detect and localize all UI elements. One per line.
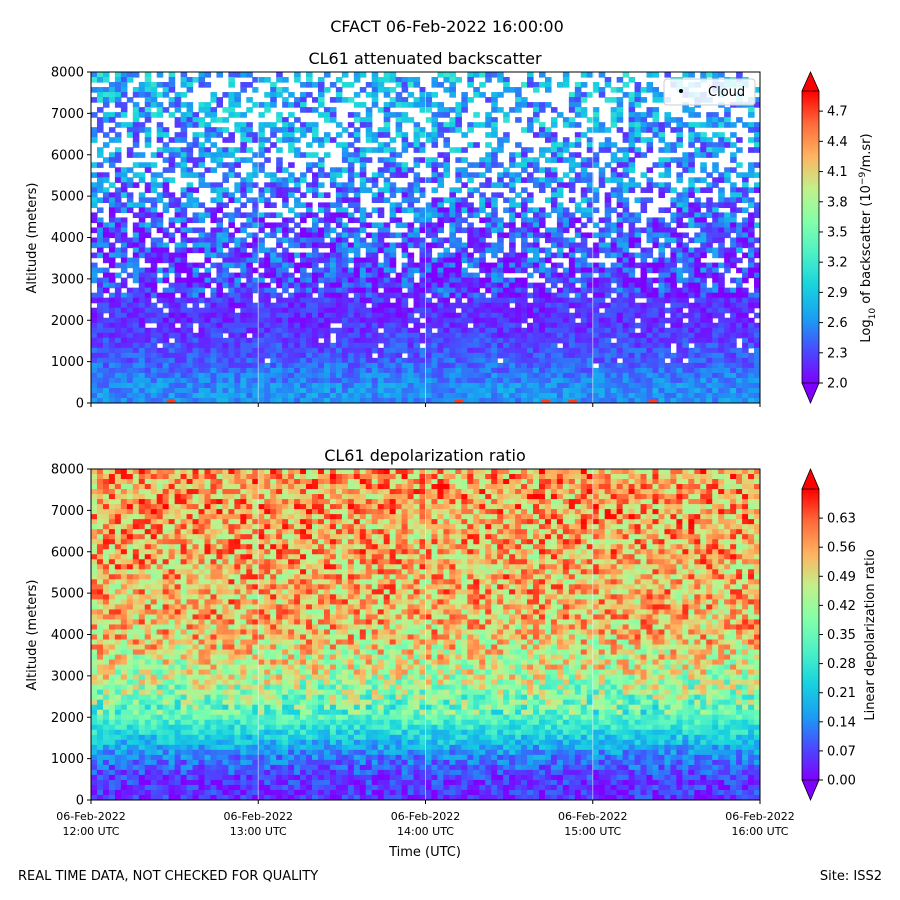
y-tick-label: 4000	[51, 628, 84, 643]
colorbar2-extend-max	[801, 467, 820, 490]
y-tick-label: 6000	[51, 545, 84, 560]
colorbar-tick-label: 0.14	[827, 715, 856, 730]
y-tick-label: 5000	[51, 587, 84, 602]
colorbar-tick-label: 0.07	[827, 744, 856, 759]
y-tick-label: 5000	[51, 190, 84, 205]
y-tick-label: 2000	[51, 314, 84, 329]
panel2-title: CL61 depolarization ratio	[324, 446, 526, 465]
colorbar2-ticks: 0.00 0.07 0.14 0.21 0.28 0.35 0.42 0.49 0.56 0.63	[819, 512, 856, 789]
x-tick-label-date: 06-Feb-2022	[224, 810, 293, 823]
colorbar2-extend-min	[801, 779, 820, 802]
cloud-marker	[647, 399, 658, 403]
y-tick-label: 6000	[51, 148, 84, 163]
colorbar-tick-label: 2.0	[827, 377, 848, 392]
cloud-marker	[540, 399, 551, 403]
colorbar1-ticks: 2.0 2.3 2.6 2.9 3.2 3.5 3.8 4.1 4.4 4.7	[819, 105, 848, 392]
y-tick-label: 2000	[51, 711, 84, 726]
colorbar1-extend-max	[801, 71, 820, 92]
legend-cloud-marker	[679, 89, 683, 93]
panel2-gridlines	[257, 469, 594, 800]
legend-box	[663, 78, 756, 106]
colorbar1-extend-min	[801, 382, 820, 405]
colorbar1-body	[802, 91, 819, 383]
panel1-heatmap	[91, 72, 760, 403]
x-tick-label-time: 15:00 UTC	[564, 825, 621, 838]
panel1-legend: Cloud	[663, 78, 756, 106]
y-tick-label: 7000	[51, 504, 84, 519]
panel1-x-axis	[90, 403, 761, 407]
colorbar-tick-label: 4.7	[827, 105, 848, 120]
colorbar-tick-label: 2.9	[827, 286, 848, 301]
y-tick-label: 3000	[51, 272, 84, 287]
colorbar-tick-label: 2.3	[827, 346, 848, 361]
colorbar-tick-label: 4.4	[827, 135, 848, 150]
panel1-ylabel: Altitude (meters)	[25, 183, 40, 294]
cb1-label-sup: −9	[858, 172, 868, 186]
cb1-label-sub: 10	[868, 308, 878, 320]
cloud-marker	[567, 399, 578, 403]
colorbar-tick-label: 0.49	[827, 570, 856, 585]
cb1-label-suffix: /m.sr)	[859, 133, 874, 171]
x-tick-label-time: 12:00 UTC	[62, 825, 119, 838]
x-tick-label-date: 06-Feb-2022	[558, 810, 627, 823]
y-tick-label: 0	[76, 397, 84, 412]
footer-site: Site: ISS2	[819, 869, 882, 884]
x-tick-label-time: 13:00 UTC	[230, 825, 287, 838]
x-tick-label-date: 06-Feb-2022	[725, 810, 794, 823]
panel1-title: CL61 attenuated backscatter	[308, 49, 542, 68]
colorbar-tick-label: 3.5	[827, 225, 848, 240]
figure-suptitle: CFACT 06-Feb-2022 16:00:00	[330, 17, 564, 36]
cloud-marker	[453, 399, 464, 403]
y-tick-label: 1000	[51, 355, 84, 370]
x-tick-label-time: 14:00 UTC	[397, 825, 454, 838]
panel2-y-axis: 0 1000 2000 3000 4000 5000 6000 7000 8000	[51, 463, 91, 809]
y-tick-label: 8000	[51, 66, 84, 81]
footer-quality-note: REAL TIME DATA, NOT CHECKED FOR QUALITY	[18, 869, 319, 884]
panel2-x-axis: 06-Feb-2022 12:00 UTC 06-Feb-2022 13:00 UTC…	[56, 800, 795, 838]
panel2-ylabel: Altitude (meters)	[25, 580, 40, 691]
x-tick-label-time: 16:00 UTC	[731, 825, 788, 838]
colorbar-tick-label: 0.63	[827, 512, 856, 527]
x-tick-label-date: 06-Feb-2022	[56, 810, 125, 823]
panel1-gridlines	[257, 72, 594, 403]
cloud-marker	[166, 399, 177, 403]
panel2-heatmap	[91, 469, 760, 800]
colorbar-tick-label: 0.42	[827, 599, 856, 614]
colorbar-tick-label: 0.28	[827, 657, 856, 672]
y-tick-label: 3000	[51, 669, 84, 684]
colorbar2-label: Linear depolarization ratio	[863, 549, 878, 720]
panel1-y-axis: 0 1000 2000 3000 4000 5000 6000 7000 8000	[51, 66, 91, 412]
colorbar-tick-label: 0.21	[827, 686, 856, 701]
colorbar-tick-label: 0.00	[827, 774, 856, 789]
panel2-xlabel: Time (UTC)	[388, 845, 461, 860]
cb1-label-mid: of backscatter (10	[859, 185, 874, 308]
x-tick-label-date: 06-Feb-2022	[391, 810, 460, 823]
colorbar-tick-label: 2.6	[827, 316, 848, 331]
y-tick-label: 8000	[51, 463, 84, 478]
cb1-label-prefix: Log	[859, 319, 874, 342]
panel1-colorbar: 2.0 2.3 2.6 2.9 3.2 3.5 3.8 4.1 4.4 4.7 Log10 of …	[801, 71, 878, 405]
colorbar2-body	[802, 489, 819, 780]
panel2-colorbar: 0.00 0.07 0.14 0.21 0.28 0.35 0.42 0.49 0.56 0.63…	[801, 467, 878, 802]
legend-cloud-label: Cloud	[708, 85, 745, 100]
colorbar-tick-label: 0.56	[827, 541, 856, 556]
y-tick-label: 4000	[51, 231, 84, 246]
colorbar-tick-label: 4.1	[827, 165, 848, 180]
colorbar-tick-label: 0.35	[827, 628, 856, 643]
colorbar1-label: Log10 of backscatter (10−9/m.sr)	[858, 133, 878, 342]
colorbar-tick-label: 3.8	[827, 195, 848, 210]
y-tick-label: 1000	[51, 752, 84, 767]
y-tick-label: 0	[76, 794, 84, 809]
colorbar-tick-label: 3.2	[827, 256, 848, 271]
y-tick-label: 7000	[51, 107, 84, 122]
